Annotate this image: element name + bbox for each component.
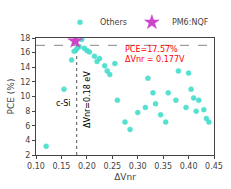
svg-text:ΔVnr: ΔVnr bbox=[114, 172, 136, 182]
svg-text:8: 8 bbox=[25, 107, 30, 116]
svg-text:c-Si: c-Si bbox=[56, 99, 71, 108]
svg-text:PM6:NQF: PM6:NQF bbox=[172, 18, 209, 27]
svg-text:PCE=17.57%: PCE=17.57% bbox=[125, 45, 178, 54]
svg-text:0.35: 0.35 bbox=[154, 162, 172, 171]
svg-text:0.30: 0.30 bbox=[129, 162, 147, 171]
svg-text:0.45: 0.45 bbox=[205, 162, 223, 171]
svg-text:12: 12 bbox=[20, 78, 30, 87]
svg-text:4: 4 bbox=[25, 136, 30, 145]
svg-text:10: 10 bbox=[20, 92, 30, 101]
svg-text:ΔVnr=0.18 eV: ΔVnr=0.18 eV bbox=[83, 71, 92, 128]
svg-text:0.20: 0.20 bbox=[78, 162, 96, 171]
svg-text:6: 6 bbox=[25, 122, 30, 131]
svg-text:2: 2 bbox=[25, 151, 30, 160]
svg-text:14: 14 bbox=[20, 63, 30, 72]
svg-text:ΔVnr = 0.177V: ΔVnr = 0.177V bbox=[125, 55, 185, 64]
svg-text:0.15: 0.15 bbox=[53, 162, 71, 171]
svg-text:16: 16 bbox=[20, 48, 30, 57]
svg-text:18: 18 bbox=[20, 34, 30, 43]
svg-text:0.40: 0.40 bbox=[180, 162, 198, 171]
svg-text:PCE (%): PCE (%) bbox=[6, 79, 16, 115]
svg-text:0.25: 0.25 bbox=[103, 162, 121, 171]
svg-text:0.10: 0.10 bbox=[27, 162, 45, 171]
svg-text:Others: Others bbox=[100, 18, 127, 27]
